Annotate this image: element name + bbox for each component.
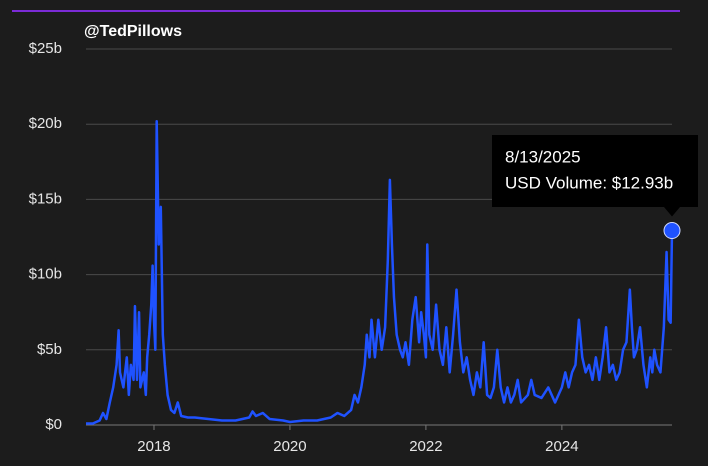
x-tick-label: 2024: [545, 438, 578, 455]
y-tick-label: $15b: [29, 190, 62, 207]
y-tick-label: $20b: [29, 115, 62, 132]
x-tick-label: 2020: [273, 438, 306, 455]
tooltip-value: USD Volume: $12.93b: [505, 173, 673, 192]
y-tick-label: $0: [45, 416, 62, 433]
y-tick-label: $10b: [29, 266, 62, 283]
y-tick-label: $25b: [29, 40, 62, 57]
volume-line: [86, 119, 674, 425]
y-tick-label: $5b: [37, 341, 62, 358]
tooltip-date: 8/13/2025: [505, 147, 581, 166]
x-tick-label: 2022: [409, 438, 442, 455]
x-tick-label: 2018: [137, 438, 170, 455]
highlight-point: [663, 222, 681, 240]
watermark: @TedPillows: [84, 23, 182, 40]
tooltip-box: [492, 135, 698, 217]
